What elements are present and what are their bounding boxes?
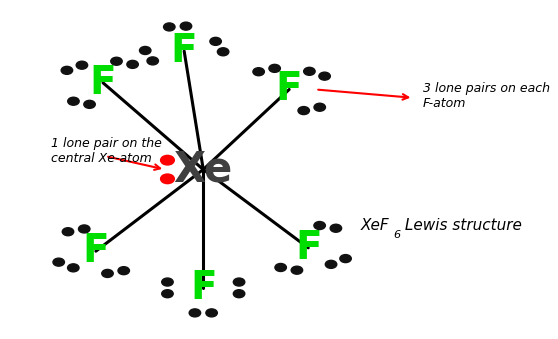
Circle shape (84, 100, 95, 108)
Text: XeF: XeF (361, 218, 389, 233)
Circle shape (291, 266, 302, 274)
Circle shape (102, 270, 113, 277)
Circle shape (147, 57, 158, 65)
Circle shape (161, 174, 174, 184)
Circle shape (127, 60, 138, 68)
Circle shape (53, 258, 64, 266)
Circle shape (162, 290, 173, 298)
Circle shape (162, 278, 173, 286)
Circle shape (110, 57, 122, 65)
Text: 1 lone pair on the
central Xe-atom: 1 lone pair on the central Xe-atom (51, 137, 161, 165)
Text: F: F (171, 32, 198, 70)
Circle shape (325, 260, 337, 268)
Circle shape (62, 228, 74, 236)
Circle shape (319, 72, 330, 80)
Circle shape (210, 37, 222, 45)
Text: F: F (83, 232, 109, 270)
Circle shape (298, 106, 310, 115)
Circle shape (68, 97, 79, 105)
Circle shape (330, 224, 341, 232)
Circle shape (68, 264, 79, 272)
Text: F: F (295, 229, 321, 267)
Circle shape (233, 290, 245, 298)
Circle shape (314, 221, 325, 230)
Circle shape (161, 155, 174, 165)
Circle shape (79, 225, 90, 233)
Circle shape (275, 263, 286, 272)
Text: Lewis structure: Lewis structure (401, 218, 522, 233)
Circle shape (253, 68, 264, 76)
Circle shape (180, 22, 192, 30)
Circle shape (233, 278, 245, 286)
Circle shape (206, 309, 218, 317)
Text: F: F (276, 71, 302, 108)
Circle shape (189, 309, 201, 317)
Circle shape (76, 61, 88, 69)
Text: 6: 6 (393, 230, 401, 240)
Circle shape (314, 103, 325, 111)
Circle shape (61, 66, 73, 74)
Text: F: F (190, 269, 217, 307)
Circle shape (140, 46, 151, 55)
Circle shape (218, 48, 229, 56)
Circle shape (340, 255, 352, 263)
Text: 3 lone pairs on each
F-atom: 3 lone pairs on each F-atom (423, 82, 550, 110)
Text: F: F (90, 64, 116, 102)
Circle shape (269, 64, 280, 72)
Circle shape (304, 67, 315, 75)
Circle shape (118, 267, 129, 275)
Circle shape (163, 23, 175, 31)
Text: Xe: Xe (174, 148, 233, 191)
